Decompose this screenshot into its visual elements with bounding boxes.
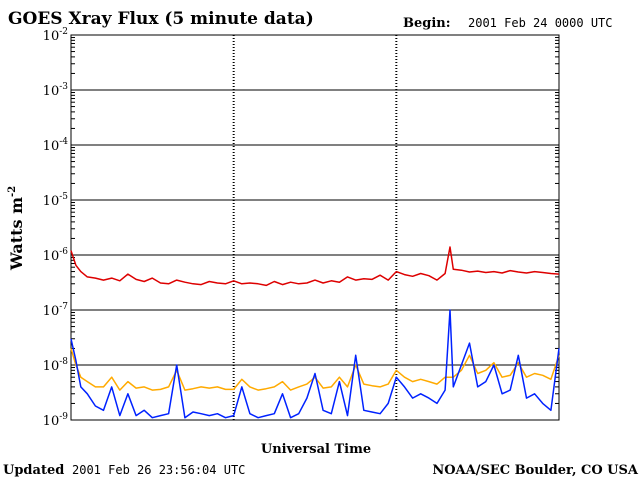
credit-text: NOAA/SEC Boulder, CO USA xyxy=(432,463,639,478)
y-tick-base: 10 xyxy=(43,194,60,209)
y-tick-base: 10 xyxy=(43,359,60,374)
y-axis-label: Watts m-2 xyxy=(7,186,26,271)
y-tick-base: 10 xyxy=(43,29,60,44)
series-line xyxy=(70,246,560,287)
chart-title: GOES Xray Flux (5 minute data) xyxy=(8,9,314,29)
y-tick-exponent: -9 xyxy=(59,412,68,422)
y-tick-label: 10-8 xyxy=(43,357,69,374)
updated-label: Updated xyxy=(3,463,64,478)
y-tick-label: 10-3 xyxy=(43,82,69,99)
y-tick-exponent: -2 xyxy=(59,27,68,37)
series-line xyxy=(70,348,560,391)
y-tick-label: 10-4 xyxy=(43,137,69,154)
x-axis-label: Universal Time xyxy=(261,442,371,457)
y-axis-label-sup: -2 xyxy=(7,186,18,197)
y-tick-label: 10-7 xyxy=(43,302,69,319)
begin-label: Begin: xyxy=(403,16,451,31)
y-tick-exponent: -7 xyxy=(59,302,68,312)
y-tick-base: 10 xyxy=(43,139,60,154)
y-tick-label: 10-5 xyxy=(43,192,69,209)
plot-frame xyxy=(70,34,560,421)
plot-area: 10-210-310-410-510-610-710-810-9 xyxy=(43,27,560,429)
y-tick-base: 10 xyxy=(43,414,60,429)
y-tick-exponent: -6 xyxy=(59,247,68,257)
y-tick-label: 10-9 xyxy=(43,412,69,429)
updated-value: 2001 Feb 26 23:56:04 UTC xyxy=(72,463,245,477)
y-tick-exponent: -5 xyxy=(59,192,68,202)
y-tick-exponent: -4 xyxy=(59,137,68,147)
y-tick-exponent: -8 xyxy=(59,357,68,367)
y-tick-base: 10 xyxy=(43,249,60,264)
svg-text:Watts m-2: Watts m-2 xyxy=(7,186,26,271)
series-line xyxy=(70,309,560,419)
y-tick-base: 10 xyxy=(43,84,60,99)
y-tick-label: 10-6 xyxy=(43,247,69,264)
y-tick-exponent: -3 xyxy=(59,82,68,92)
begin-value: 2001 Feb 24 0000 UTC xyxy=(468,16,613,30)
y-axis-label-text: Watts m xyxy=(7,197,26,271)
y-tick-label: 10-2 xyxy=(43,27,68,44)
y-tick-base: 10 xyxy=(43,304,60,319)
